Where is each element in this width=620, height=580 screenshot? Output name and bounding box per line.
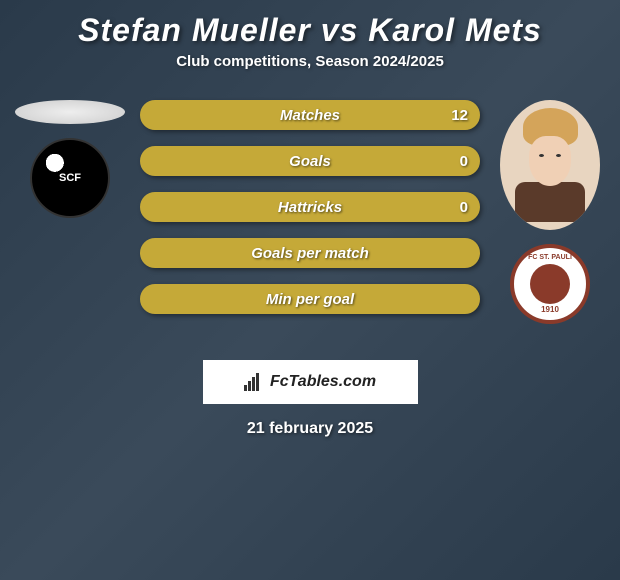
comparison-panel: Matches 12 Goals 0 Hattricks 0 Goals per match… (0, 100, 620, 350)
brand-text: FcTables.com (270, 373, 376, 391)
brand-badge: FcTables.com (203, 360, 418, 404)
player-right-column (490, 100, 610, 324)
brand-icon (244, 373, 264, 391)
stat-label: Goals per match (251, 245, 369, 262)
stat-label: Goals (289, 153, 331, 170)
stat-row-matches: Matches 12 (140, 100, 480, 130)
stat-label: Hattricks (278, 199, 342, 216)
stat-label: Min per goal (266, 291, 354, 308)
comparison-date: 21 february 2025 (0, 420, 620, 438)
stat-label: Matches (280, 107, 340, 124)
stat-right-value: 0 (460, 199, 468, 216)
team-right-logo (510, 244, 590, 324)
player-left-column (10, 100, 130, 218)
comparison-subtitle: Club competitions, Season 2024/2025 (0, 53, 620, 70)
comparison-title: Stefan Mueller vs Karol Mets (0, 0, 620, 49)
team-left-logo (30, 138, 110, 218)
stat-right-value: 0 (460, 153, 468, 170)
stat-right-value: 12 (451, 107, 468, 124)
player-right-photo (500, 100, 600, 230)
stat-row-goals-per-match: Goals per match (140, 238, 480, 268)
stat-row-goals: Goals 0 (140, 146, 480, 176)
stats-bars: Matches 12 Goals 0 Hattricks 0 Goals per match… (140, 100, 480, 330)
player-left-photo (15, 100, 125, 124)
stat-row-hattricks: Hattricks 0 (140, 192, 480, 222)
stat-row-min-per-goal: Min per goal (140, 284, 480, 314)
